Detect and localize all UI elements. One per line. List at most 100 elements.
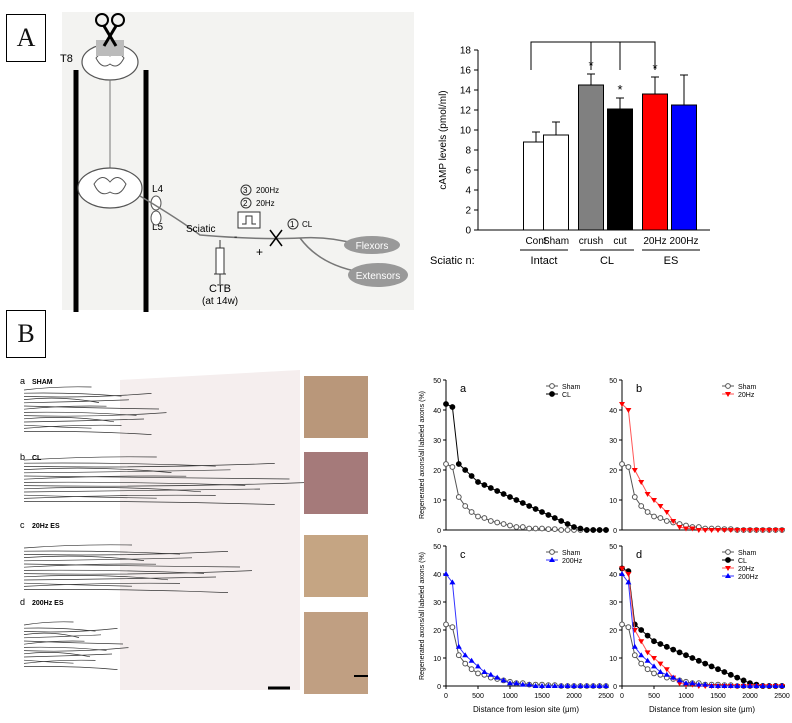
line-x-tick-label: 1500 — [710, 693, 726, 700]
sciatic-label: Sciatic — [186, 224, 215, 235]
data-point — [715, 666, 721, 673]
data-point — [708, 684, 715, 689]
data-point — [657, 661, 664, 667]
data-point — [494, 488, 501, 494]
micrograph-200hz — [304, 612, 368, 694]
data-point — [657, 641, 664, 647]
axon-tracing-line — [23, 482, 305, 487]
legend-marker — [725, 392, 731, 397]
bar-y-tick-label: 12 — [460, 106, 472, 117]
data-point — [689, 526, 696, 532]
series-line-cl — [621, 567, 782, 687]
data-point — [526, 503, 533, 509]
axon-tracing-line — [23, 576, 217, 581]
axon-tracing-line — [23, 551, 229, 556]
data-point — [779, 683, 785, 689]
data-point — [475, 479, 481, 485]
data-point — [619, 402, 625, 407]
data-point — [519, 500, 526, 506]
line-x-tick-label: 500 — [472, 693, 484, 700]
axon-tracing-line — [23, 575, 169, 581]
axon-tracing-line — [23, 563, 241, 568]
data-point — [545, 683, 552, 688]
series-line-sham — [445, 463, 606, 531]
data-point — [638, 627, 645, 633]
axon-tracing-line — [23, 646, 107, 651]
group-label: CL — [600, 255, 614, 267]
data-point — [708, 681, 715, 688]
data-point — [651, 513, 657, 520]
axon-tracing-line — [23, 424, 122, 429]
line-y-tick-label: 40 — [433, 408, 441, 415]
data-point — [577, 683, 584, 689]
data-point — [689, 680, 696, 686]
line-y-tick-label: 50 — [433, 378, 441, 385]
data-point — [747, 528, 753, 533]
data-point — [702, 525, 709, 532]
data-point — [487, 671, 494, 677]
legend-label: CL — [738, 558, 747, 565]
axon-tracing-line — [23, 386, 92, 391]
data-point — [638, 660, 645, 667]
histo-b-letter: b — [20, 452, 25, 462]
data-point — [631, 643, 638, 649]
panel-label-b: B — [6, 310, 46, 358]
data-point — [590, 683, 597, 688]
significance-star: * — [652, 61, 657, 76]
axon-tracing-line — [23, 467, 172, 473]
bar-category-label: 20Hz — [643, 236, 666, 247]
line-x-tick-label: 1000 — [502, 693, 518, 700]
data-point — [625, 464, 632, 470]
data-point — [727, 682, 734, 689]
line-x-axis-label: Distance from lesion site (μm) — [473, 705, 579, 714]
data-point — [475, 670, 481, 677]
data-point — [753, 527, 760, 533]
data-point — [670, 676, 677, 682]
data-point — [695, 684, 702, 689]
axon-tracing-line — [23, 570, 253, 575]
bar-y-axis-label: cAMP levels (pmol/ml) — [438, 90, 449, 189]
data-point — [507, 680, 513, 686]
data-point — [651, 663, 657, 669]
legend-marker — [725, 573, 731, 578]
bar-category-label: Sham — [543, 236, 569, 247]
data-point — [481, 671, 488, 678]
bar-y-tick-label: 6 — [465, 166, 471, 177]
data-point — [481, 482, 488, 488]
bar-cont — [523, 141, 549, 231]
line-y-tick-label: 0 — [437, 528, 441, 535]
data-point — [670, 646, 677, 653]
data-point — [670, 675, 677, 681]
data-point — [449, 624, 456, 631]
data-point — [759, 528, 766, 533]
axon-tracing-line — [23, 431, 152, 435]
axon-tracing-line — [23, 405, 160, 410]
data-point — [683, 526, 689, 532]
data-point — [663, 671, 670, 677]
data-point — [494, 676, 501, 682]
legend-marker — [549, 391, 555, 397]
data-point — [500, 491, 507, 497]
data-point — [695, 657, 702, 664]
data-point — [721, 669, 728, 675]
data-point — [772, 527, 779, 533]
data-point — [766, 683, 773, 688]
data-point — [603, 683, 609, 689]
data-point — [519, 680, 526, 687]
legend-marker — [549, 549, 555, 555]
data-point — [683, 678, 689, 685]
data-point — [663, 643, 670, 650]
legend-label: Sham — [562, 384, 580, 391]
legend-marker — [725, 566, 731, 571]
axon-tracing-line — [23, 555, 145, 561]
data-point — [695, 528, 702, 533]
axon-tracing-line — [23, 469, 231, 474]
data-point — [468, 657, 475, 663]
data-point — [583, 683, 590, 688]
axon-tracing-line — [23, 475, 290, 480]
data-point — [644, 650, 651, 656]
data-point — [449, 464, 456, 470]
histo-b-name: CL — [32, 455, 42, 462]
data-point — [596, 527, 603, 533]
